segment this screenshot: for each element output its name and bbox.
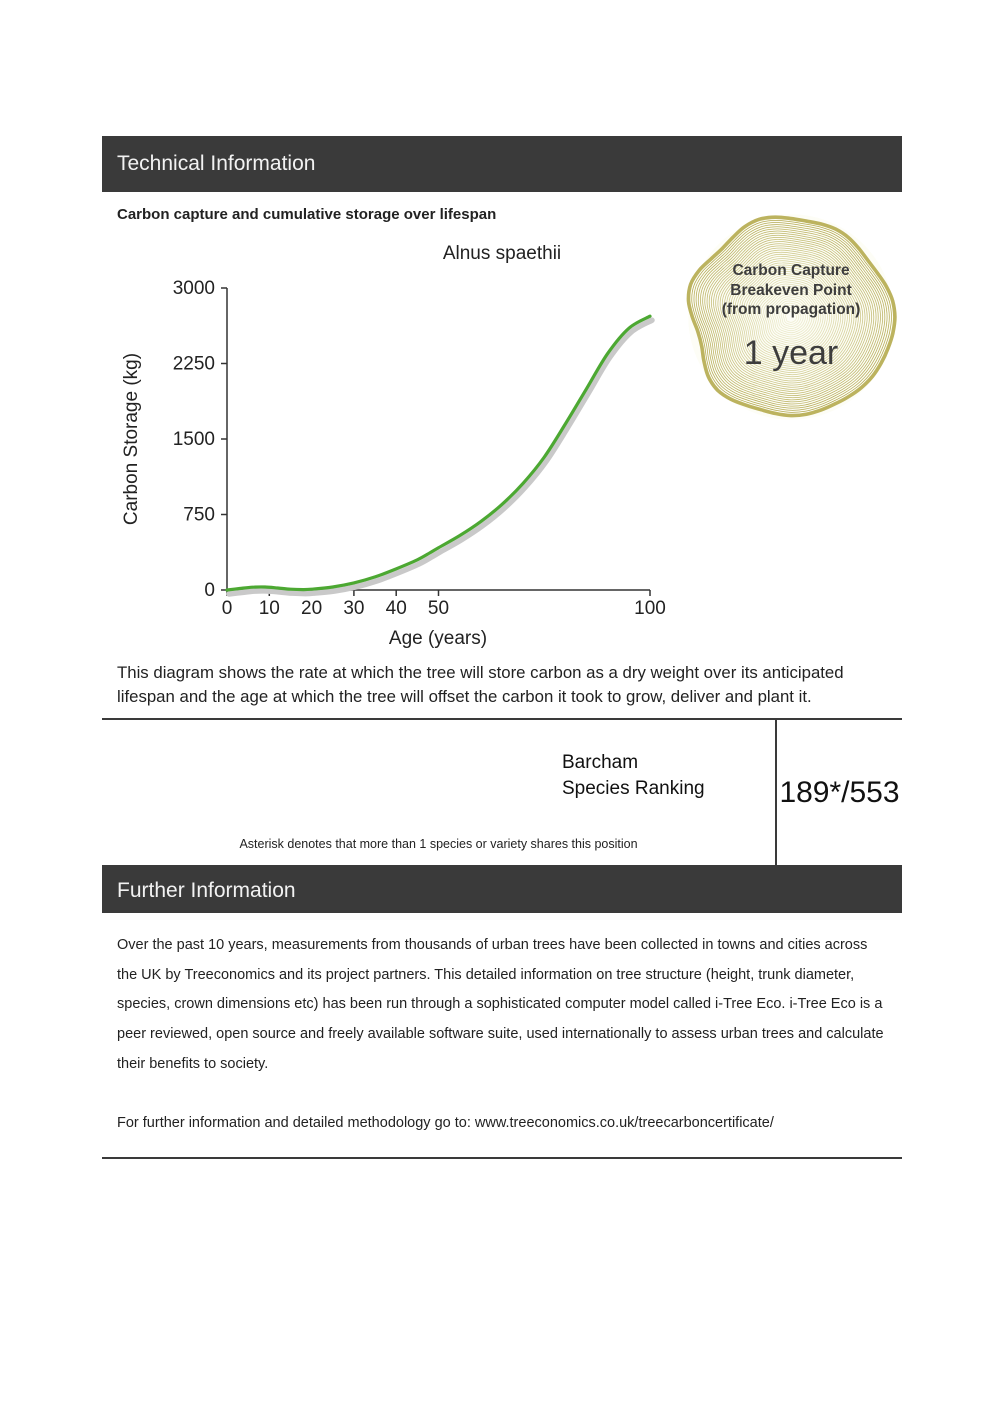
svg-text:100: 100 [634,598,666,619]
svg-text:30: 30 [343,598,364,619]
svg-text:40: 40 [386,598,407,619]
svg-text:10: 10 [259,598,280,619]
svg-text:3000: 3000 [173,278,215,299]
svg-text:20: 20 [301,598,322,619]
svg-text:1500: 1500 [173,429,215,450]
svg-text:50: 50 [428,598,449,619]
svg-text:Age (years): Age (years) [389,628,487,649]
svg-text:0: 0 [204,580,215,601]
svg-text:2250: 2250 [173,354,215,375]
svg-text:0: 0 [222,598,233,619]
svg-text:Carbon Storage (kg): Carbon Storage (kg) [121,353,142,525]
svg-text:750: 750 [183,505,215,526]
